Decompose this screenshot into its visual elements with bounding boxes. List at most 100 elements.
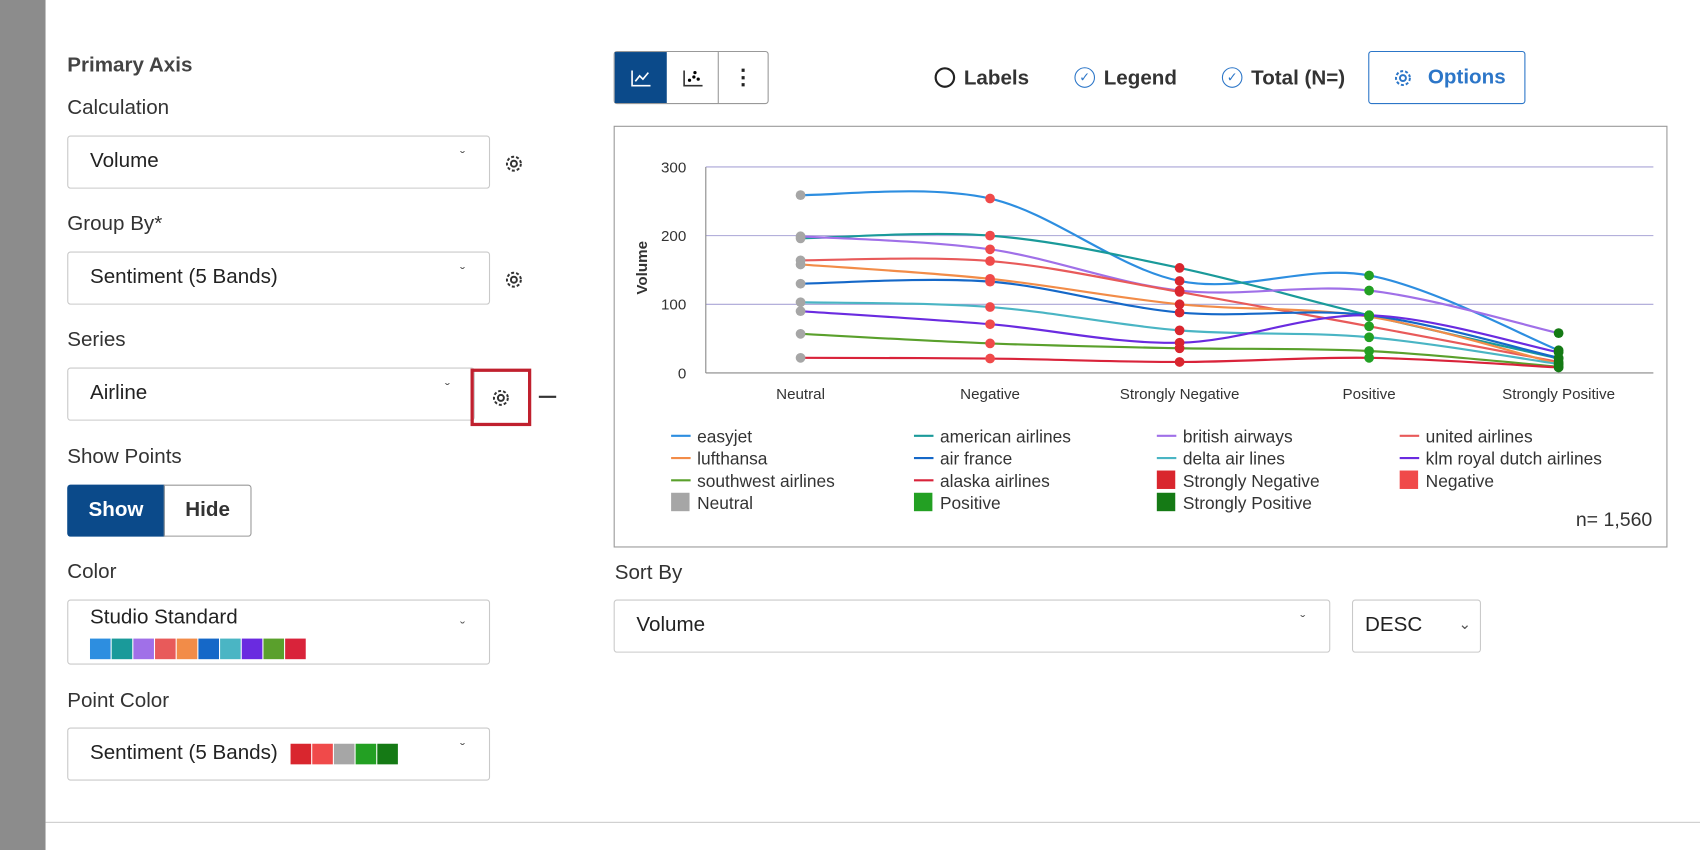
caret: ˇ — [460, 263, 466, 281]
point — [985, 319, 995, 330]
legend-label: air france — [940, 449, 1012, 469]
point — [795, 306, 806, 317]
field-label: Sort By — [614, 561, 683, 585]
point — [1364, 310, 1374, 321]
order-select[interactable]: DESC ⌄ — [1351, 599, 1481, 653]
x-tick-label: Positive — [1343, 386, 1396, 403]
swatch — [355, 743, 377, 765]
check[interactable]: ✓ — [1221, 67, 1243, 88]
sort-select[interactable]: Volume ˇ — [613, 599, 1331, 653]
x-tick-label: Strongly Negative — [1120, 386, 1240, 403]
point — [1174, 343, 1185, 354]
point — [1553, 328, 1564, 339]
swatch — [312, 743, 333, 765]
point — [1174, 325, 1185, 336]
legend-swatch — [1156, 470, 1176, 489]
select-value: Volume — [636, 613, 706, 637]
legend-swatch — [913, 492, 933, 512]
swatch — [290, 743, 312, 765]
group-by-select[interactable]: Sentiment (5 Bands) ˇ — [67, 251, 491, 305]
scatter-view-button[interactable] — [667, 52, 719, 103]
point — [795, 231, 806, 242]
swatch-row — [290, 743, 398, 765]
legend-label: Positive — [940, 493, 1001, 513]
icon — [631, 69, 651, 86]
icon — [682, 69, 703, 86]
legend-label: lufthansa — [697, 449, 768, 469]
legend-label: delta air lines — [1183, 449, 1285, 469]
swatch — [377, 743, 398, 765]
chart: Volume n= 1,560 0 100 200 300 Neutral Negativ… — [613, 125, 1668, 548]
gear-icon[interactable] — [489, 386, 513, 410]
color-select[interactable]: Studio Standard ˇ — [67, 599, 491, 665]
point — [985, 338, 995, 349]
legend-swatch — [1156, 492, 1176, 512]
caret: ˇ — [444, 379, 450, 397]
point — [795, 278, 806, 289]
calculation-select[interactable]: Volume ˇ — [67, 135, 491, 189]
y-tick-label: 200 — [661, 228, 686, 245]
radio[interactable] — [934, 67, 956, 88]
y-tick-label: 300 — [661, 159, 686, 176]
toggle-show[interactable]: Show — [67, 484, 165, 537]
point-color-select[interactable]: Sentiment (5 Bands) ˇ — [67, 727, 491, 781]
point — [1553, 347, 1564, 358]
line-view-button[interactable] — [614, 52, 667, 103]
view-buttons: ⋮ — [613, 50, 769, 105]
gear-icon[interactable] — [502, 152, 526, 176]
x-tick-label: Neutral — [776, 386, 825, 403]
point — [1364, 270, 1374, 281]
total-toggle[interactable]: Total (N=) — [1251, 67, 1346, 90]
field-label: Show Points — [67, 445, 182, 469]
legend-label: united airlines — [1426, 426, 1533, 446]
options-label: Options — [1427, 66, 1506, 89]
legend-label: easyjet — [697, 426, 752, 446]
highlight-box[interactable] — [470, 368, 532, 427]
select-value: DESC — [1364, 613, 1423, 637]
caret: ⌄ — [1458, 614, 1472, 633]
legend-toggle[interactable]: Legend — [1103, 67, 1177, 90]
labels-toggle[interactable]: Labels — [963, 67, 1030, 90]
point — [1364, 321, 1374, 332]
point — [985, 276, 995, 287]
legend-label: klm royal dutch airlines — [1426, 449, 1603, 469]
point — [1174, 357, 1185, 367]
legend-label: british airways — [1183, 426, 1293, 446]
point — [985, 353, 995, 364]
y-tick-label: 100 — [661, 297, 686, 314]
point — [795, 328, 806, 339]
options-button[interactable]: Options — [1368, 50, 1526, 105]
legend-label: Strongly Positive — [1183, 493, 1312, 513]
point — [795, 190, 806, 200]
series-select[interactable]: Airline ˇ — [67, 367, 475, 421]
point — [985, 244, 995, 255]
more-button[interactable]: ⋮ — [732, 66, 755, 90]
point — [985, 256, 995, 266]
gear-icon — [1394, 70, 1411, 87]
point — [985, 230, 995, 241]
check[interactable]: ✓ — [1074, 67, 1096, 88]
point — [1174, 299, 1185, 310]
swatch — [220, 638, 241, 660]
gear-icon[interactable] — [502, 268, 526, 292]
field-label: Group By* — [67, 212, 163, 236]
field-label: Series — [67, 328, 126, 352]
legend-label: Neutral — [697, 493, 753, 513]
select-value: Airline — [89, 381, 148, 405]
point — [985, 302, 995, 312]
side-strip — [0, 0, 46, 850]
point — [795, 259, 806, 270]
y-tick-label: 0 — [678, 365, 686, 382]
y-axis-title: Volume — [634, 241, 651, 295]
point — [1553, 362, 1564, 373]
field-label: Point Color — [67, 689, 170, 713]
x-tick-label: Negative — [960, 386, 1020, 403]
point — [1364, 346, 1374, 356]
point — [1364, 332, 1374, 343]
swatch — [89, 638, 111, 660]
point — [1174, 287, 1185, 297]
legend-swatch — [1399, 470, 1419, 489]
toggle-hide[interactable]: Hide — [163, 484, 252, 537]
remove-icon[interactable] — [538, 395, 557, 398]
